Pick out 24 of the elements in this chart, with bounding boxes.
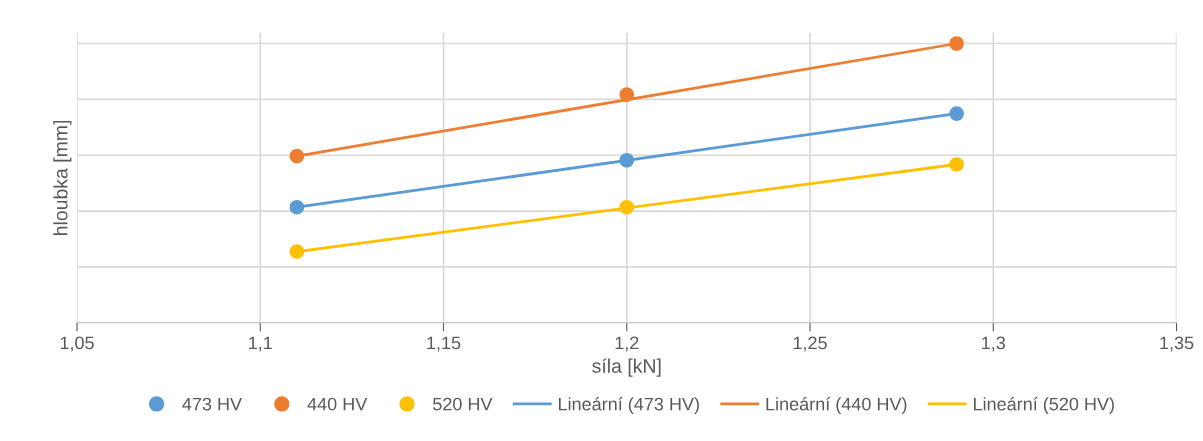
x-tick-label: 1,25 [793, 336, 827, 352]
point [949, 36, 964, 51]
y-axis-title: hloubka [mm] [53, 120, 72, 235]
legend-label: 520 HV [433, 397, 493, 411]
point [949, 106, 964, 121]
x-tick-label: 1,2 [615, 336, 639, 352]
x-tick-label: 1,05 [60, 336, 94, 352]
point [289, 148, 305, 164]
x-tick-label: 1,15 [427, 336, 461, 352]
legend-label: Lineární (440 HV) [766, 397, 907, 415]
x-tick-label: 1,35 [1160, 336, 1194, 352]
point [619, 152, 635, 168]
x-axis-title: síla [kN] [592, 358, 661, 377]
x-tick-label: 1,1 [249, 336, 272, 352]
legend-label: Lineární (473 HV) [558, 397, 699, 415]
point [289, 199, 305, 215]
point [289, 244, 305, 259]
legend-label: 473 HV [182, 397, 242, 411]
point [949, 157, 964, 172]
legend-label: 440 HV [307, 397, 368, 411]
x-tick-label: 1,3 [982, 336, 1006, 352]
point [619, 199, 635, 215]
point [619, 87, 635, 102]
legend-label: Lineární (520 HV) [973, 397, 1114, 415]
